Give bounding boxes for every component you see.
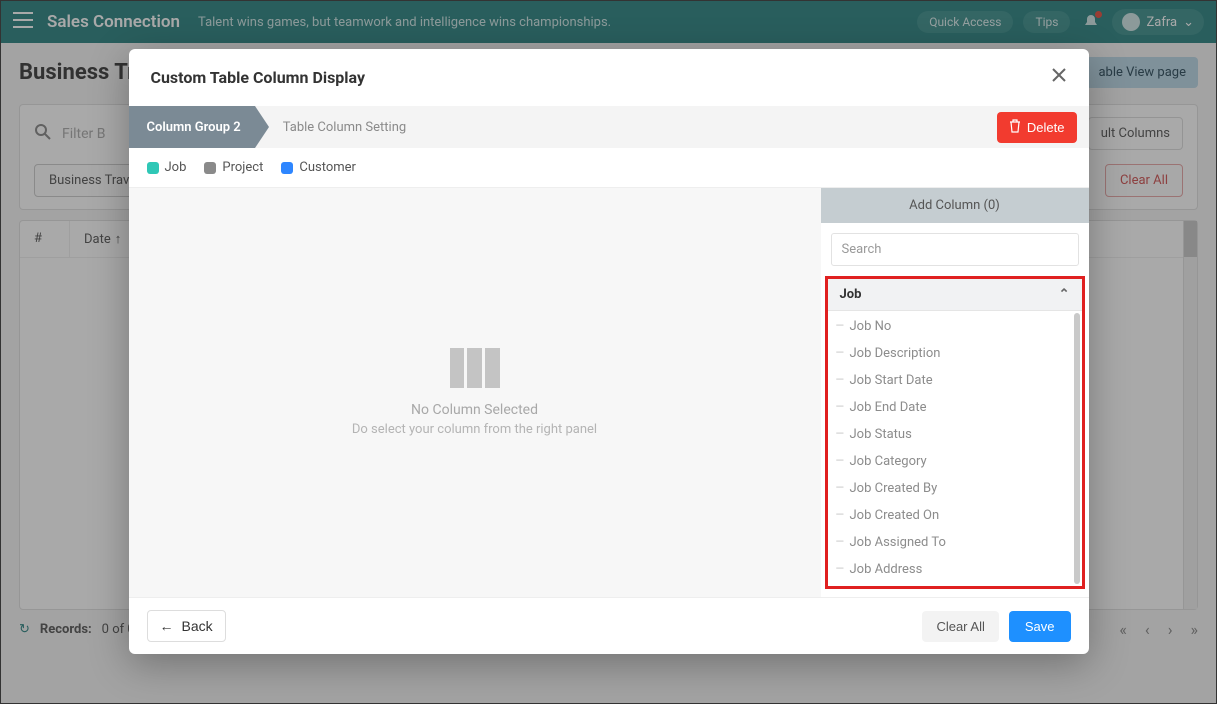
tree-item[interactable]: Job Created By <box>828 475 1082 502</box>
column-display-modal: Custom Table Column Display Column Group… <box>129 49 1089 654</box>
tree-item[interactable]: Job Description <box>828 340 1082 367</box>
tree-item[interactable]: Job Category <box>828 448 1082 475</box>
clear-all-button[interactable]: Clear All <box>922 611 998 642</box>
columns-icon <box>450 348 500 388</box>
tree-item[interactable]: Job No <box>828 313 1082 340</box>
tree-item[interactable]: Job End Date <box>828 394 1082 421</box>
chevron-up-icon: ⌃ <box>1059 287 1070 302</box>
legend-customer: Customer <box>281 160 356 175</box>
legend-project: Project <box>204 160 263 175</box>
save-button[interactable]: Save <box>1009 611 1071 642</box>
legend-job: Job <box>147 160 187 175</box>
legend: Job Project Customer <box>129 148 1089 188</box>
delete-button[interactable]: Delete <box>997 112 1077 143</box>
delete-label: Delete <box>1027 120 1065 135</box>
tree-item[interactable]: Job Start Date <box>828 367 1082 394</box>
back-label: Back <box>182 618 213 634</box>
tree-root-label: Job <box>840 287 862 302</box>
tree-item[interactable]: Job Address <box>828 556 1082 583</box>
crumb-group[interactable]: Column Group 2 <box>129 106 255 148</box>
empty-title: No Column Selected <box>411 402 538 418</box>
add-column-panel: Add Column (0) Search 3 Job ⌃ Job NoJob … <box>821 188 1089 597</box>
trash-icon <box>1009 119 1021 136</box>
tree-item[interactable]: Job Status <box>828 421 1082 448</box>
crumb-setting[interactable]: Table Column Setting <box>283 120 406 135</box>
selected-columns-panel: No Column Selected Do select your column… <box>129 188 821 597</box>
tree-scrollbar[interactable] <box>1074 313 1080 584</box>
modal-overlay: Custom Table Column Display Column Group… <box>1 1 1216 703</box>
close-icon[interactable] <box>1051 67 1067 88</box>
annotation-badge: 3 <box>825 279 828 307</box>
back-button[interactable]: ← Back <box>147 610 226 642</box>
tree-item[interactable]: Job Assigned To <box>828 529 1082 556</box>
tree-root-job[interactable]: Job ⌃ <box>828 279 1082 311</box>
search-input[interactable]: Search <box>831 233 1079 266</box>
column-tree: 3 Job ⌃ Job NoJob DescriptionJob Start D… <box>825 276 1085 589</box>
modal-title: Custom Table Column Display <box>151 68 366 87</box>
breadcrumb: Column Group 2 Table Column Setting Dele… <box>129 106 1089 148</box>
add-column-header: Add Column (0) <box>821 188 1089 223</box>
empty-subtitle: Do select your column from the right pan… <box>352 422 597 437</box>
tree-item[interactable]: Job Created On <box>828 502 1082 529</box>
arrow-left-icon: ← <box>160 618 174 634</box>
tree-item[interactable]: Job Attachment <box>828 583 1082 584</box>
